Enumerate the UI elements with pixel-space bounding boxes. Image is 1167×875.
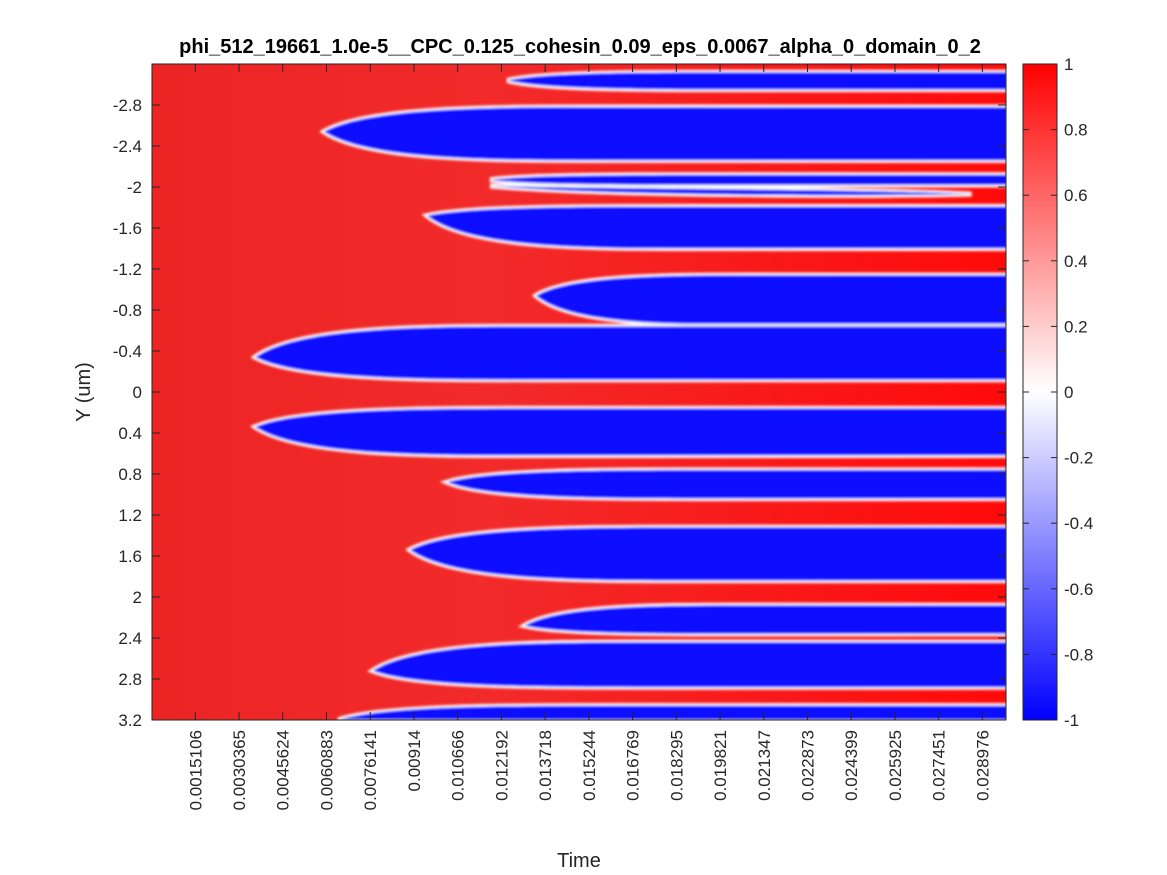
y-axis: -2.8 -2.4 -2 -1.6 -1.2 -0.8 -0.4 0 0.4 0.8 1.2 1.6 2… (113, 96, 1006, 730)
x-axis-label: Time (557, 850, 601, 872)
x-tick-label: 0.013718 (536, 730, 555, 801)
x-axis: 0.0015106 0.0030365 0.0045624 0.0060883 0.00… (186, 64, 992, 810)
y-tick-label: 2.4 (118, 629, 142, 648)
colorbar-tick-label: -1 (1064, 711, 1079, 730)
phase-domain (372, 642, 1006, 688)
colorbar-tick-label: 0 (1064, 383, 1073, 402)
chart-title: phi_512_19661_1.0e-5__CPC_0.125_cohesin_… (179, 36, 981, 58)
y-tick-label: -2.8 (113, 96, 142, 115)
x-tick-label: 0.0045624 (274, 730, 293, 810)
x-tick-label: 0.025925 (886, 730, 905, 801)
y-tick-label: -2.4 (113, 137, 142, 156)
y-tick-label: -1.2 (113, 260, 142, 279)
y-tick-label: -0.4 (113, 342, 142, 361)
x-tick-label: 0.0030365 (230, 730, 249, 810)
colorbar-tick-label: -0.2 (1064, 449, 1093, 468)
colorbar-tick-label: 0.4 (1064, 252, 1088, 271)
colorbar-tick-label: 0.2 (1064, 317, 1088, 336)
x-tick-label: 0.018295 (667, 730, 686, 801)
x-tick-label: 0.0060883 (317, 730, 336, 810)
x-tick-label: 0.016769 (624, 730, 643, 801)
phase-domain (427, 206, 1006, 249)
colorbar-tick-label: 1 (1064, 55, 1073, 74)
x-tick-label: 0.012192 (492, 730, 511, 801)
y-tick-label: 1.6 (118, 547, 142, 566)
y-axis-label: Y (um) (73, 362, 95, 422)
colorbar-tick-label: -0.4 (1064, 514, 1093, 533)
domain-layer (249, 69, 1006, 720)
phase-domain (507, 72, 1006, 90)
y-tick-label: 3.2 (118, 711, 142, 730)
phase-domain (409, 527, 1006, 581)
colorbar-ticks: 1 0.8 0.6 0.4 0.2 0 -0.2 -0.4 -0.6 -0.8 -1 (1023, 55, 1093, 730)
y-tick-label: 0.8 (118, 465, 142, 484)
plot-area (152, 64, 1006, 720)
x-tick-label: 0.027451 (930, 730, 949, 801)
x-tick-label: 0.019821 (711, 730, 730, 801)
x-tick-label: 0.0015106 (186, 730, 205, 810)
phase-domain (490, 185, 972, 196)
x-tick-label: 0.021347 (755, 730, 774, 801)
colorbar: 1 0.8 0.6 0.4 0.2 0 -0.2 -0.4 -0.6 -0.8 -1 (1022, 55, 1093, 730)
phase-domain (524, 605, 1006, 634)
colorbar-tick-label: 0.6 (1064, 186, 1088, 205)
y-tick-label: -1.6 (113, 219, 142, 238)
phase-domain (536, 275, 1006, 325)
phase-domain (323, 107, 1006, 161)
x-tick-label: 0.00914 (405, 730, 424, 791)
x-tick-label: 0.015244 (580, 730, 599, 801)
x-tick-label: 0.022873 (798, 730, 817, 801)
y-tick-label: -2 (127, 178, 142, 197)
phase-domain (447, 469, 1006, 499)
phase-domain (255, 326, 1006, 380)
x-tick-label: 0.024399 (842, 730, 861, 801)
x-tick-label: 0.010666 (449, 730, 468, 801)
x-tick-label: 0.0076141 (361, 730, 380, 810)
y-tick-label: 2 (133, 588, 142, 607)
y-tick-label: 0 (133, 383, 142, 402)
y-tick-label: 2.8 (118, 670, 142, 689)
colorbar-tick-label: 0.8 (1064, 121, 1088, 140)
phase-domain (338, 705, 1006, 720)
colorbar-tick-label: -0.6 (1064, 580, 1093, 599)
phase-domain (490, 174, 1006, 185)
y-tick-label: 1.2 (118, 506, 142, 525)
y-tick-label: -0.8 (113, 301, 142, 320)
y-tick-label: 0.4 (118, 424, 142, 443)
colorbar-tick-label: -0.8 (1064, 645, 1093, 664)
x-tick-label: 0.028976 (973, 730, 992, 801)
phase-domain (255, 408, 1006, 456)
